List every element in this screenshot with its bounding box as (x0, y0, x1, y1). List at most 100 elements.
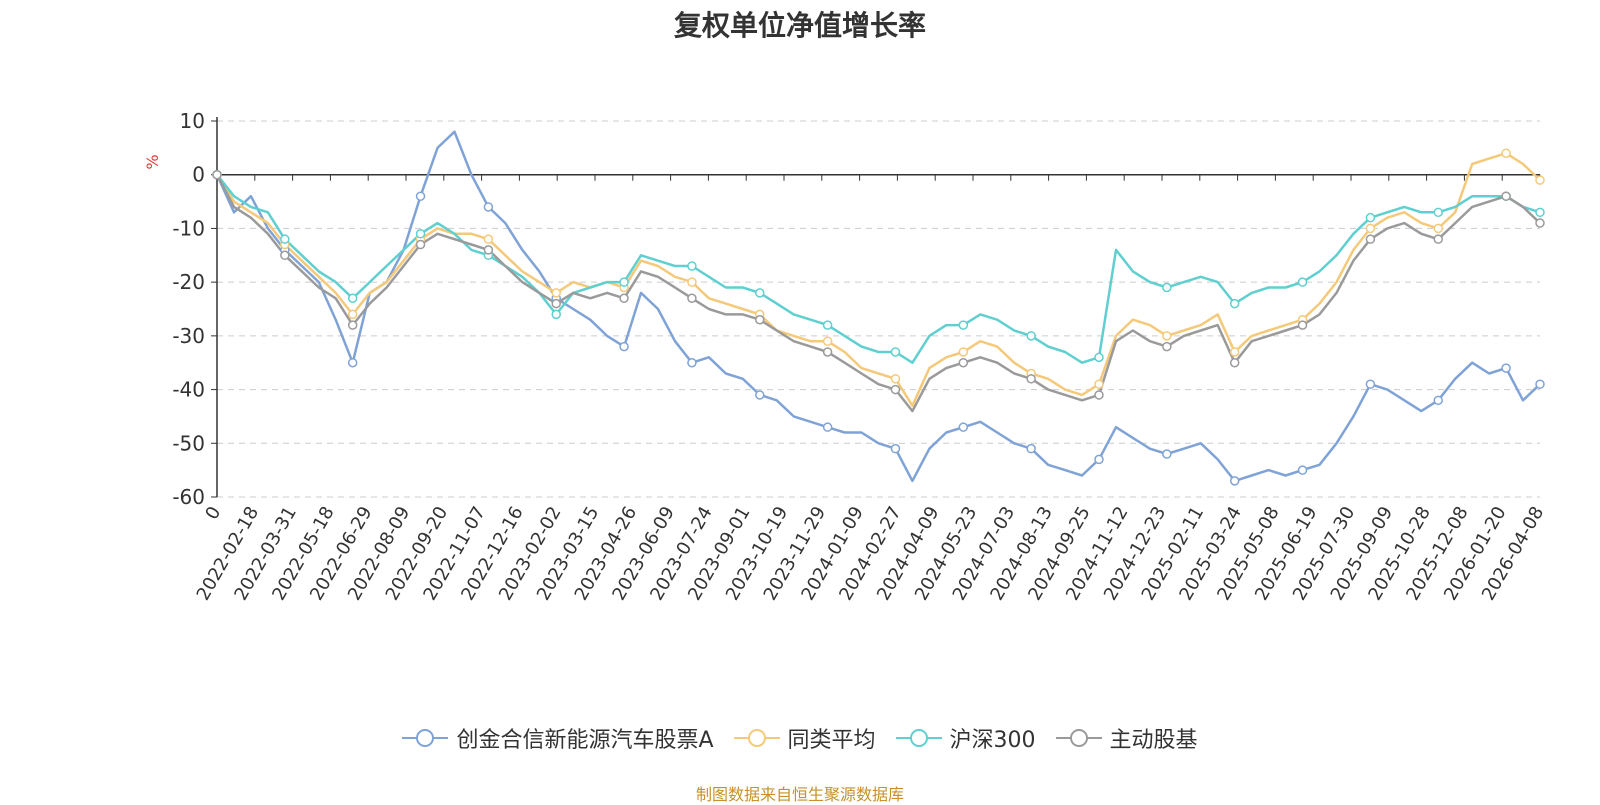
series-point-1 (483, 234, 494, 244)
series-point-3 (415, 239, 426, 250)
series-point-2 (1162, 282, 1172, 293)
series-point-2 (1094, 352, 1104, 363)
series-point-3 (1365, 234, 1376, 244)
legend-label: 同类平均 (787, 728, 876, 753)
y-axis-label: % (143, 154, 162, 169)
series-point-2 (415, 229, 426, 239)
series-point-1 (551, 288, 561, 298)
series-point-3 (347, 320, 358, 330)
series-point-0 (1162, 449, 1172, 459)
series-point-0 (415, 191, 426, 201)
series-point-2 (347, 293, 358, 304)
series-point-0 (755, 390, 765, 400)
chart-canvas: 100-10-20-30-40-50-6002022-02-182022-03-… (143, 109, 1548, 604)
series-point-2 (1026, 331, 1036, 341)
series-line-0 (215, 130, 1541, 483)
series-point-2 (755, 288, 765, 298)
source-note: 制图数据来自恒生聚源数据库 (695, 785, 904, 804)
series-point-0 (619, 341, 629, 352)
series-point-3 (1162, 341, 1172, 352)
series-point-3 (619, 293, 629, 304)
legend: 创金合信新能源汽车股票A 同类平均 沪深300 主动股基 (0, 722, 1600, 754)
series-point-2 (280, 234, 290, 244)
series-point-2 (1297, 277, 1308, 287)
series-line-2 (216, 173, 1541, 364)
y-tick-label: 0 (192, 163, 205, 187)
series-point-2 (687, 261, 697, 271)
series-point-0 (822, 422, 833, 432)
series-point-0 (958, 422, 969, 432)
series-point-0 (1229, 476, 1240, 486)
series-point-2 (1229, 298, 1240, 309)
series-point-0 (1026, 443, 1036, 454)
legend-swatch-icon (402, 729, 449, 747)
y-tick-label: -60 (172, 485, 205, 509)
series-point-1 (1229, 347, 1240, 357)
legend-label: 沪深300 (949, 728, 1036, 753)
series-point-2 (551, 309, 561, 320)
series-point-3 (890, 384, 901, 395)
series-point-3 (958, 357, 969, 368)
series-point-3 (1535, 218, 1545, 228)
series-point-0 (890, 443, 901, 454)
series-point-3 (1229, 357, 1240, 368)
series-point-2 (619, 277, 629, 287)
series-point-2 (1535, 207, 1545, 218)
legend-label: 主动股基 (1109, 728, 1198, 753)
series-point-1 (687, 277, 697, 287)
y-tick-label: -10 (172, 216, 205, 240)
series-point-1 (347, 309, 358, 320)
series-point-1 (822, 336, 833, 346)
series-point-1 (1094, 379, 1104, 389)
series-point-1 (1162, 331, 1172, 341)
series-point-3 (1297, 320, 1308, 330)
series-point-0 (687, 357, 697, 368)
series-line-1 (215, 151, 1541, 407)
series-point-2 (1433, 207, 1443, 218)
legend-label: 创金合信新能源汽车股票A (456, 728, 714, 753)
series-point-2 (890, 347, 901, 357)
legend-item[interactable]: 主动股基 (1055, 722, 1198, 754)
y-tick-label: -50 (172, 431, 205, 455)
chart-title: 复权单位净值增长率 (673, 9, 926, 42)
series-point-3 (687, 293, 697, 304)
series-point-1 (1535, 175, 1545, 185)
series-point-2 (1365, 212, 1376, 223)
x-tick-label: 0 (201, 503, 225, 523)
series-point-3 (280, 250, 290, 261)
series-point-0 (1094, 454, 1104, 465)
series-point-0 (347, 357, 358, 368)
series-point-3 (483, 245, 494, 255)
y-tick-label: 10 (180, 109, 205, 133)
legend-item[interactable]: 沪深300 (895, 722, 1036, 754)
series-point-0 (1297, 465, 1308, 475)
y-tick-label: -40 (172, 378, 205, 402)
series-point-1 (1433, 223, 1443, 234)
series-point-0 (1501, 363, 1511, 373)
series-point-3 (1501, 191, 1511, 201)
series-line-3 (215, 174, 1541, 413)
series-point-0 (1535, 379, 1545, 389)
series-point-1 (890, 374, 901, 384)
series-point-0 (1365, 379, 1376, 389)
series-point-2 (958, 320, 969, 330)
series-point-3 (755, 314, 765, 325)
legend-item[interactable]: 创金合信新能源汽车股票A (402, 722, 714, 754)
series-point-1 (1365, 223, 1376, 234)
series-point-0 (1433, 395, 1443, 406)
series-point-3 (1433, 234, 1443, 244)
legend-swatch-icon (895, 729, 942, 747)
y-tick-label: -20 (172, 270, 205, 294)
legend-swatch-icon (733, 729, 780, 747)
legend-swatch-icon (1055, 729, 1102, 747)
series-point-3 (1026, 374, 1036, 384)
series-point-3 (1094, 390, 1104, 400)
y-tick-label: -30 (172, 324, 205, 348)
series-point-1 (1501, 148, 1511, 158)
legend-item[interactable]: 同类平均 (733, 722, 876, 754)
series-point-2 (822, 320, 833, 330)
series-point-0 (483, 202, 494, 212)
series-point-3 (551, 298, 561, 309)
series-point-1 (958, 347, 969, 357)
series-point-3 (212, 169, 222, 180)
